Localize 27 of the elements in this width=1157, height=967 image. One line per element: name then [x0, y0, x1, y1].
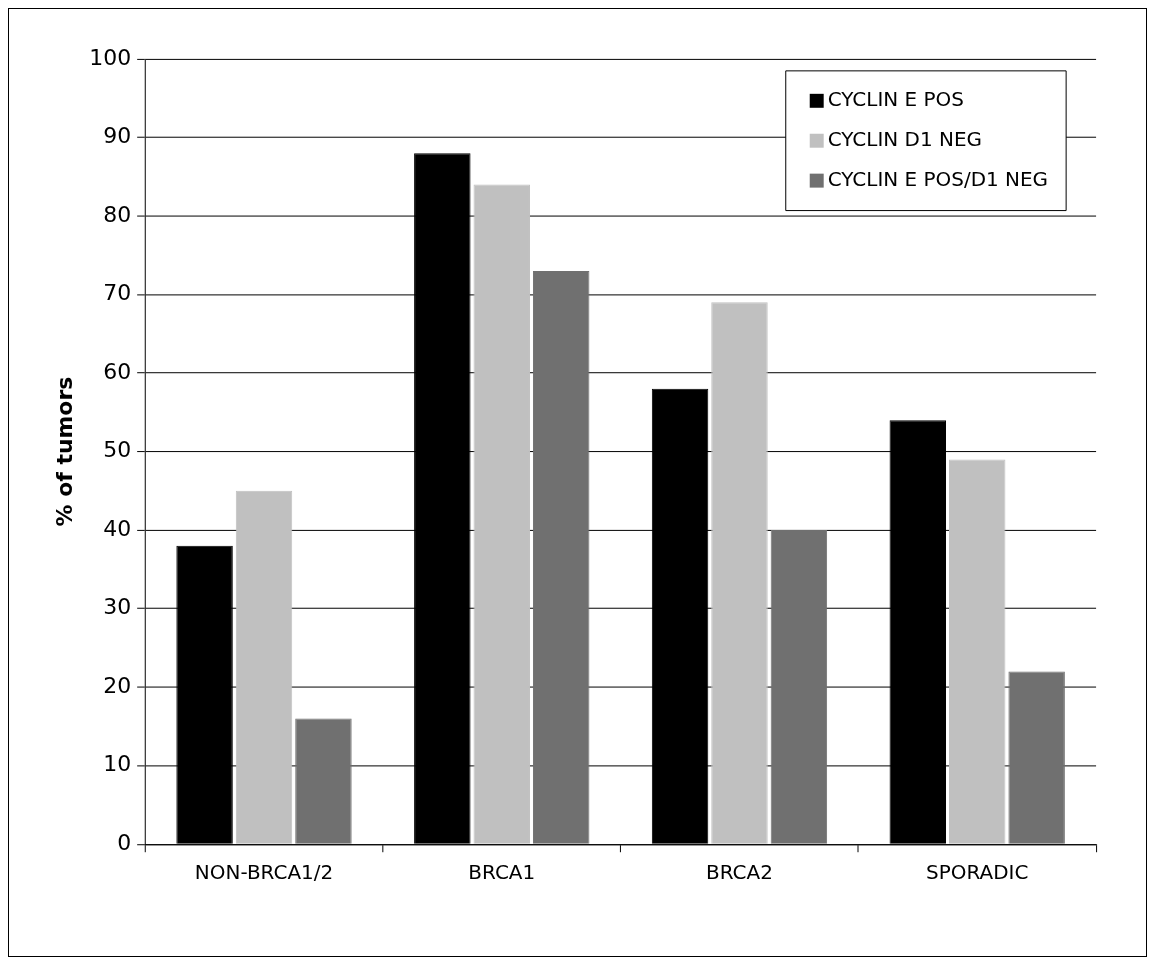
- legend-label: CYCLIN E POS/D1 NEG: [827, 166, 1049, 191]
- x-tick-label: SPORADIC: [926, 860, 1029, 885]
- bar: [711, 302, 768, 844]
- y-tick-label: 70: [103, 280, 132, 306]
- bar: [1008, 671, 1065, 844]
- y-tick-label: 30: [103, 594, 132, 620]
- x-tick-label: BRCA1: [468, 860, 536, 885]
- legend-label: CYCLIN D1 NEG: [827, 126, 982, 151]
- y-tick-label: 20: [103, 672, 132, 698]
- y-axis-title: % of tumors: [51, 376, 77, 527]
- y-tick-label: 90: [103, 123, 132, 149]
- x-tick-label: NON-BRCA1/2: [194, 860, 334, 885]
- bar: [532, 270, 590, 844]
- bar: [948, 459, 1006, 844]
- x-tick-label: BRCA2: [706, 860, 773, 885]
- bar: [770, 530, 828, 844]
- y-tick-label: 10: [103, 751, 132, 777]
- bar: [235, 490, 293, 844]
- bar: [473, 184, 530, 844]
- y-tick-label: 80: [103, 201, 132, 227]
- y-tick-label: 100: [89, 44, 132, 70]
- y-tick-label: 60: [103, 358, 132, 384]
- y-tick-label: 40: [103, 515, 132, 541]
- bar: [295, 718, 352, 844]
- legend-label: CYCLIN E POS: [827, 87, 964, 111]
- y-tick-label: 0: [117, 829, 132, 855]
- y-tick-label: 50: [103, 437, 132, 463]
